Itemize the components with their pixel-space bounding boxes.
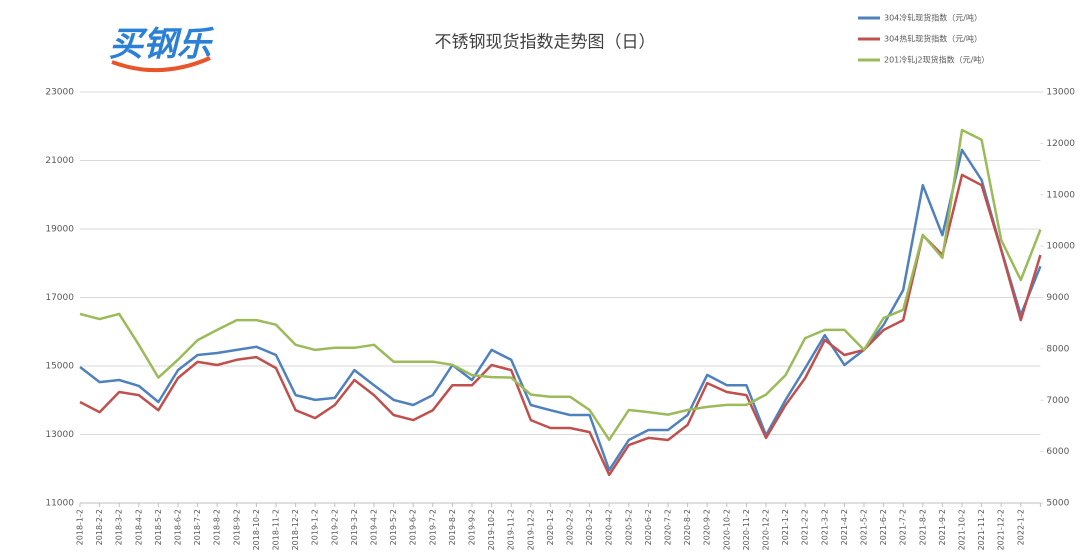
x-tick-label: 2020-1-2	[546, 509, 555, 545]
x-tick-label: 2020-5-2	[624, 509, 633, 545]
x-tick-label: 2021-10-2	[958, 509, 967, 550]
series-line	[79, 148, 1042, 472]
x-tick-label: 2019-9-2	[468, 509, 477, 545]
y-tick-label: 15000	[45, 362, 74, 372]
legend-label: 304冷轧现货指数（元/吨）	[884, 13, 982, 23]
x-tick-label: 2020-3-2	[585, 509, 594, 545]
x-tick-label: 2019-5-2	[389, 509, 398, 545]
x-tick-label: 2021-9-2	[938, 509, 947, 545]
x-tick-label: 2020-4-2	[605, 509, 614, 545]
logo: 买钢乐	[109, 25, 214, 65]
x-tick-label: 2020-10-2	[722, 509, 731, 550]
x-tick-label: 2020-2-2	[566, 509, 575, 545]
x-tick-label: 2021-2-2	[801, 509, 810, 545]
x-tick-label: 2019-3-2	[350, 509, 359, 545]
y2-tick-label: 9000	[1046, 293, 1069, 303]
x-tick-label: 2021-7-2	[899, 509, 908, 545]
x-tick-label: 2021-4-2	[840, 509, 849, 545]
y-tick-label: 21000	[45, 156, 74, 166]
y2-tick-label: 7000	[1046, 396, 1069, 406]
x-tick-label: 2019-1-2	[311, 509, 320, 545]
legend-label: 201冷轧j2现货指数（元/吨）	[884, 55, 989, 65]
series-line	[79, 128, 1042, 442]
y2-tick-label: 6000	[1046, 447, 1069, 457]
legend-label: 304热轧现货指数（元/吨）	[884, 34, 982, 44]
x-tick-label: 2022-1-2	[1016, 509, 1025, 545]
x-tick-label: 2018-1-2	[76, 509, 85, 545]
x-tick-label: 2020-12-2	[762, 509, 771, 550]
y-tick-label: 17000	[45, 293, 74, 303]
x-tick-label: 2018-12-2	[291, 509, 300, 550]
x-tick-label: 2020-9-2	[703, 509, 712, 545]
x-tick-label: 2018-6-2	[174, 509, 183, 545]
x-tick-label: 2020-7-2	[664, 509, 673, 545]
x-tick-label: 2019-8-2	[448, 509, 457, 545]
x-tick-label: 2020-8-2	[683, 509, 692, 545]
y2-tick-label: 11000	[1046, 190, 1075, 200]
x-tick-label: 2021-1-2	[781, 509, 790, 545]
x-tick-label: 2021-6-2	[879, 509, 888, 545]
x-tick-label: 2019-2-2	[330, 509, 339, 545]
x-tick-label: 2018-5-2	[154, 509, 163, 545]
chart-title: 不锈钢现货指数走势图（日）	[435, 33, 656, 53]
x-tick-label: 2018-8-2	[213, 509, 222, 545]
y-tick-label: 23000	[45, 88, 74, 98]
y2-tick-label: 8000	[1046, 344, 1069, 354]
series-line	[79, 173, 1042, 477]
y2-tick-label: 10000	[1046, 242, 1075, 252]
x-tick-label: 2021-5-2	[860, 509, 869, 545]
x-tick-label: 2018-2-2	[95, 509, 104, 545]
x-tick-label: 2019-11-2	[507, 509, 516, 550]
legend: 304冷轧现货指数（元/吨） 304热轧现货指数（元/吨） 201冷轧j2现货指数（…	[858, 13, 989, 65]
x-tick-label: 2019-7-2	[428, 509, 437, 545]
x-tick-label: 2021-3-2	[820, 509, 829, 545]
x-tick-label: 2018-4-2	[134, 509, 143, 545]
x-tick-label: 2018-10-2	[252, 509, 261, 550]
y-tick-label: 11000	[45, 499, 74, 509]
x-tick-label: 2019-6-2	[409, 509, 418, 545]
logo-swoosh	[111, 56, 211, 73]
y-tick-label: 19000	[45, 225, 74, 235]
x-tick-label: 2021-12-2	[997, 509, 1006, 550]
x-tick-label: 2018-11-2	[272, 509, 281, 550]
y2-tick-label: 5000	[1046, 499, 1069, 509]
x-tick-label: 2020-11-2	[742, 509, 751, 550]
x-tick-label: 2019-10-2	[487, 509, 496, 550]
x-tick-label: 2021-8-2	[918, 509, 927, 545]
x-tick-label: 2020-6-2	[644, 509, 653, 545]
y-tick-label: 13000	[45, 430, 74, 440]
y2-tick-label: 13000	[1046, 88, 1075, 98]
x-tick-label: 2019-12-2	[526, 509, 535, 550]
x-tick-label: 2021-11-2	[977, 509, 986, 550]
x-tick-label: 2019-4-2	[370, 509, 379, 545]
x-tick-label: 2018-9-2	[232, 509, 241, 545]
x-tick-label: 2018-3-2	[115, 509, 124, 545]
x-tick-label: 2018-7-2	[193, 509, 202, 545]
y2-tick-label: 12000	[1046, 139, 1075, 149]
